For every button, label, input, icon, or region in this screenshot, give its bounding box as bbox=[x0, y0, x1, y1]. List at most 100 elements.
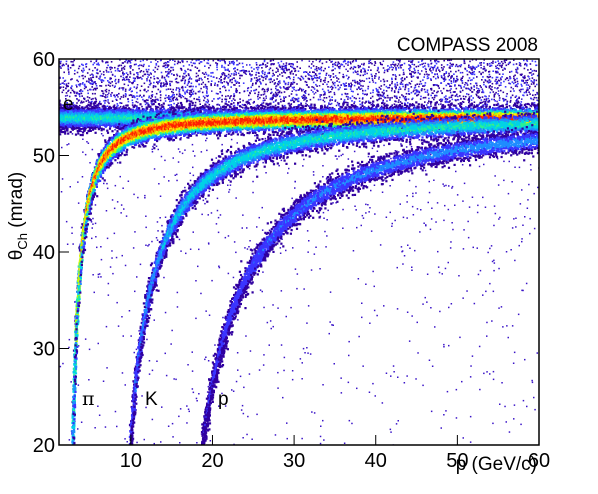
noise-dot bbox=[424, 91, 427, 93]
noise-dot bbox=[202, 81, 204, 84]
noise-dot bbox=[91, 148, 94, 151]
noise-dot bbox=[382, 94, 385, 96]
noise-dot bbox=[362, 97, 364, 99]
noise-dot bbox=[410, 61, 412, 63]
noise-dot bbox=[287, 83, 289, 86]
noise-dot bbox=[286, 86, 289, 89]
noise-dot bbox=[88, 77, 90, 80]
noise-dot bbox=[456, 93, 458, 96]
noise-dot bbox=[212, 59, 215, 62]
noise-dot bbox=[458, 275, 460, 277]
noise-dot bbox=[197, 90, 200, 93]
noise-dot bbox=[313, 71, 315, 74]
noise-dot bbox=[297, 100, 300, 103]
noise-dot bbox=[367, 100, 370, 102]
band-point bbox=[83, 121, 86, 124]
noise-dot bbox=[180, 86, 183, 89]
noise-dot bbox=[75, 92, 78, 95]
noise-dot bbox=[515, 70, 518, 72]
noise-dot bbox=[188, 99, 190, 102]
noise-dot bbox=[507, 192, 510, 195]
noise-dot bbox=[257, 79, 260, 82]
noise-dot bbox=[104, 426, 107, 428]
noise-dot bbox=[206, 149, 208, 152]
noise-dot bbox=[97, 63, 99, 66]
noise-dot bbox=[232, 63, 235, 66]
noise-dot bbox=[349, 61, 352, 63]
noise-dot bbox=[233, 77, 235, 79]
noise-dot bbox=[513, 351, 516, 354]
noise-dot bbox=[438, 69, 440, 71]
noise-dot bbox=[430, 105, 432, 107]
noise-dot bbox=[78, 99, 80, 101]
noise-dot bbox=[500, 78, 502, 81]
noise-dot bbox=[508, 82, 510, 85]
noise-dot bbox=[515, 68, 517, 71]
noise-dot bbox=[124, 438, 126, 440]
noise-dot bbox=[380, 85, 383, 87]
noise-dot bbox=[355, 60, 357, 62]
noise-dot bbox=[139, 146, 142, 148]
noise-dot bbox=[448, 306, 450, 309]
noise-dot bbox=[72, 102, 74, 104]
noise-dot bbox=[536, 74, 539, 77]
noise-dot bbox=[313, 253, 316, 255]
noise-dot bbox=[473, 302, 476, 305]
noise-dot bbox=[257, 98, 259, 100]
noise-dot bbox=[191, 64, 193, 67]
noise-dot bbox=[223, 78, 226, 80]
noise-dot bbox=[131, 102, 134, 104]
noise-dot bbox=[106, 237, 109, 240]
noise-dot bbox=[102, 80, 105, 82]
noise-dot bbox=[345, 88, 348, 90]
noise-dot bbox=[454, 65, 457, 68]
noise-dot bbox=[234, 67, 236, 69]
noise-dot bbox=[62, 86, 65, 88]
noise-dot bbox=[88, 97, 91, 99]
noise-dot bbox=[318, 60, 321, 63]
noise-dot bbox=[438, 87, 440, 89]
noise-dot bbox=[296, 100, 299, 103]
noise-dot bbox=[199, 61, 202, 63]
noise-dot bbox=[395, 100, 397, 103]
band-point bbox=[67, 108, 70, 111]
noise-dot bbox=[111, 74, 114, 76]
noise-dot bbox=[436, 202, 439, 204]
noise-dot bbox=[100, 246, 102, 248]
noise-dot bbox=[127, 100, 130, 103]
noise-dot bbox=[350, 90, 353, 92]
noise-dot bbox=[71, 133, 74, 135]
noise-dot bbox=[75, 84, 78, 86]
noise-dot bbox=[477, 64, 480, 67]
noise-dot bbox=[114, 78, 117, 81]
noise-dot bbox=[397, 420, 399, 422]
noise-dot bbox=[113, 86, 116, 88]
noise-dot bbox=[492, 370, 495, 373]
noise-dot bbox=[407, 98, 410, 100]
noise-dot bbox=[88, 379, 90, 381]
noise-dot bbox=[303, 158, 305, 161]
noise-dot bbox=[87, 99, 89, 102]
noise-dot bbox=[497, 71, 499, 74]
noise-dot bbox=[188, 64, 191, 66]
noise-dot bbox=[385, 104, 388, 107]
noise-dot bbox=[379, 244, 382, 246]
noise-dot bbox=[331, 99, 333, 101]
noise-dot bbox=[93, 62, 96, 64]
noise-dot bbox=[425, 104, 428, 106]
noise-dot bbox=[450, 59, 453, 61]
noise-dot bbox=[367, 105, 370, 108]
noise-dot bbox=[157, 148, 159, 151]
noise-dot bbox=[148, 373, 151, 375]
noise-dot bbox=[322, 83, 324, 85]
noise-dot bbox=[137, 101, 139, 104]
noise-dot bbox=[372, 270, 374, 273]
noise-dot bbox=[205, 87, 208, 89]
noise-dot bbox=[470, 99, 473, 101]
noise-dot bbox=[172, 59, 174, 61]
noise-dot bbox=[61, 64, 64, 67]
noise-dot bbox=[103, 100, 105, 102]
noise-dot bbox=[529, 85, 531, 88]
noise-dot bbox=[253, 100, 255, 103]
noise-dot bbox=[358, 97, 361, 100]
